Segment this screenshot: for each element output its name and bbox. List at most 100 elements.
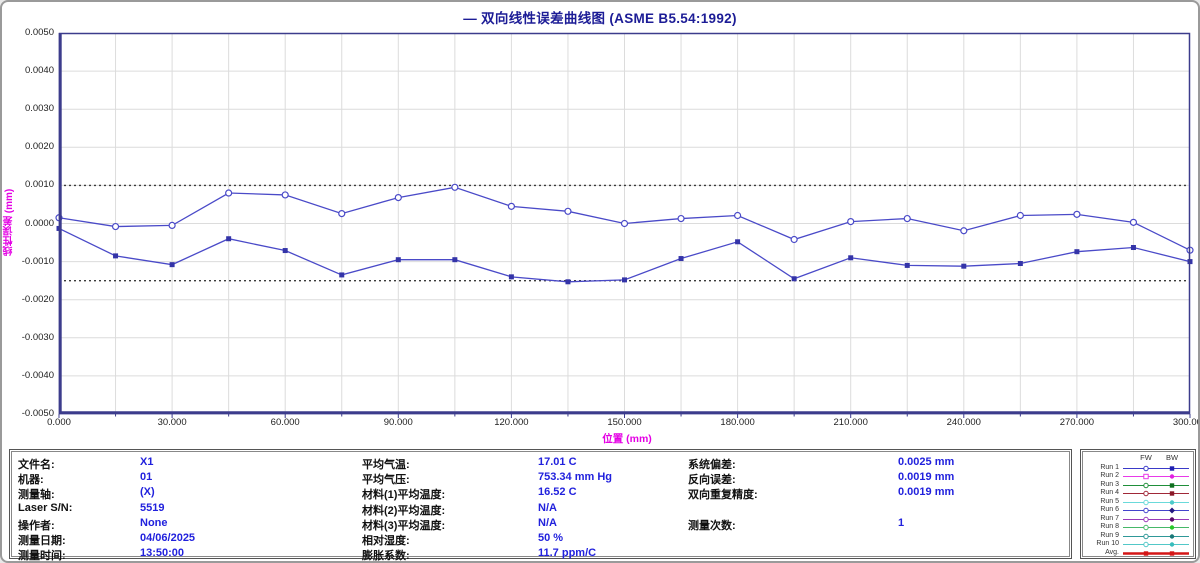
fw-data-marker bbox=[847, 217, 855, 226]
bw-data-marker bbox=[1130, 245, 1136, 251]
legend-marker bbox=[1169, 482, 1175, 488]
legend-fw-marker bbox=[1143, 482, 1149, 488]
bw-data-marker bbox=[904, 262, 910, 268]
plot-area bbox=[55, 32, 1194, 418]
info-field-value: 11.7 ppm/C bbox=[538, 547, 597, 560]
y-tick-label: -0.0020 bbox=[21, 293, 54, 305]
legend-run-swatch bbox=[1123, 473, 1189, 480]
fw-data-marker bbox=[620, 219, 629, 228]
legend-run-swatch bbox=[1123, 499, 1189, 505]
info-field-label: 材料(2)平均温度: bbox=[362, 504, 446, 517]
measurement-info-panel: 文件名: X1 机器: 01 测量轴: (X) Laser S/N: 5519 操作者: None… bbox=[9, 449, 1072, 561]
fw-data-marker bbox=[564, 207, 572, 215]
fw-data-marker bbox=[1073, 210, 1081, 218]
legend-run-label: Run 7 bbox=[1100, 514, 1119, 522]
fw-data-marker bbox=[338, 209, 346, 218]
fw-data-marker bbox=[1016, 211, 1024, 220]
legend-row: Run 7 bbox=[1085, 515, 1193, 524]
legend-fw-marker bbox=[1143, 533, 1149, 540]
y-tick-label: -0.0010 bbox=[21, 255, 54, 267]
bw-data-marker bbox=[622, 277, 627, 283]
y-tick-label: 0.0040 bbox=[24, 65, 54, 77]
legend-bw-marker bbox=[1169, 525, 1175, 531]
bw-data-marker bbox=[735, 239, 741, 245]
legend-run-swatch bbox=[1123, 525, 1189, 531]
legend-run-label: Run 9 bbox=[1100, 531, 1119, 539]
bw-data-marker bbox=[791, 276, 797, 282]
info-field-value: (X) bbox=[140, 486, 155, 499]
legend-run-label: Run 5 bbox=[1100, 497, 1119, 505]
info-field-value: N/A bbox=[538, 516, 557, 529]
x-tick-label: 240.000 bbox=[946, 417, 981, 428]
legend-run-swatch bbox=[1123, 533, 1189, 540]
fw-data-marker bbox=[111, 222, 120, 231]
legend-run-swatch bbox=[1123, 465, 1189, 471]
info-field-label: 机器: bbox=[18, 474, 44, 487]
info-field-label: 文件名: bbox=[18, 459, 55, 471]
legend-run-label: Avg. bbox=[1105, 549, 1119, 556]
y-tick-label: -0.0050 bbox=[21, 408, 54, 419]
bw-data-marker bbox=[226, 236, 232, 242]
error-curve-chart bbox=[55, 32, 1194, 418]
legend-fw-marker bbox=[1143, 525, 1149, 531]
legend-run-swatch bbox=[1123, 507, 1189, 514]
legend-marker bbox=[1169, 551, 1175, 556]
legend-row: Run 10 bbox=[1085, 540, 1193, 549]
legend-fw-marker bbox=[1143, 473, 1149, 480]
legend-row: Run 1 bbox=[1085, 464, 1193, 473]
legend-bw-marker bbox=[1169, 534, 1175, 539]
fw-data-marker bbox=[960, 227, 968, 235]
info-field-label: 平均气压: bbox=[362, 474, 410, 487]
legend-row: Run 8 bbox=[1085, 523, 1193, 532]
fw-data-marker bbox=[394, 193, 402, 202]
y-tick-label: 0.0000 bbox=[24, 217, 54, 229]
info-field-label: 材料(1)平均温度: bbox=[362, 489, 446, 502]
info-field-label: 双向重复精度: bbox=[688, 489, 758, 502]
legend-fw-marker bbox=[1143, 542, 1149, 548]
legend-run-swatch bbox=[1123, 482, 1189, 488]
legend-fw-marker bbox=[1143, 499, 1149, 505]
info-field-label: 相对湿度: bbox=[362, 535, 410, 547]
x-tick-label: 150.000 bbox=[607, 417, 642, 428]
x-tick-label: 270.000 bbox=[1059, 417, 1095, 428]
info-field-label: 测量轴: bbox=[18, 489, 55, 502]
legend-bw-marker bbox=[1169, 474, 1175, 479]
fw-data-marker bbox=[451, 183, 459, 191]
fw-data-marker bbox=[281, 191, 289, 199]
legend-run-label: Run 10 bbox=[1096, 540, 1119, 548]
legend-marker bbox=[1169, 465, 1175, 471]
fw-data-marker bbox=[903, 214, 911, 223]
info-field-value: 5519 bbox=[140, 501, 165, 514]
legend-fw-marker bbox=[1143, 490, 1149, 497]
info-field-label: 操作者: bbox=[18, 519, 55, 532]
info-field-label: 系统偏差: bbox=[688, 459, 736, 471]
legend-run-label: Run 2 bbox=[1100, 472, 1119, 480]
legend-row: Run 4 bbox=[1085, 489, 1193, 498]
legend-run-label: Run 8 bbox=[1100, 523, 1119, 531]
legend-header-bw: BW bbox=[1165, 453, 1179, 462]
info-field-value: 0.0019 mm bbox=[898, 486, 955, 499]
legend-run-swatch bbox=[1123, 542, 1189, 548]
y-tick-label: 0.0010 bbox=[24, 179, 54, 191]
info-field-value: 0.0025 mm bbox=[898, 456, 955, 468]
bw-data-marker bbox=[848, 255, 854, 261]
fw-data-marker bbox=[168, 221, 176, 230]
info-field-value: 17.01 C bbox=[538, 456, 577, 468]
info-field-value: 13:50:00 bbox=[140, 547, 185, 560]
info-field-value: 16.52 C bbox=[538, 486, 577, 499]
legend-run-swatch bbox=[1123, 490, 1189, 497]
y-tick-label: 0.0020 bbox=[24, 141, 54, 153]
y-tick-label: -0.0030 bbox=[21, 331, 54, 343]
info-field-label: Laser S/N: bbox=[18, 501, 73, 514]
bw-data-marker bbox=[1017, 261, 1023, 267]
legend-bw-marker bbox=[1169, 517, 1175, 522]
legend-run-swatch bbox=[1123, 551, 1189, 556]
legend-fw-marker bbox=[1143, 516, 1149, 522]
legend-row: Run 6 bbox=[1085, 506, 1193, 515]
info-field-label: 膨胀系数: bbox=[362, 550, 410, 563]
info-field-value: 01 bbox=[140, 471, 153, 484]
legend-run-label: Run 6 bbox=[1100, 506, 1119, 514]
x-tick-label: 300.000 bbox=[1172, 417, 1198, 428]
legend-row: Run 2 bbox=[1085, 472, 1193, 481]
y-tick-label: -0.0040 bbox=[21, 369, 54, 381]
